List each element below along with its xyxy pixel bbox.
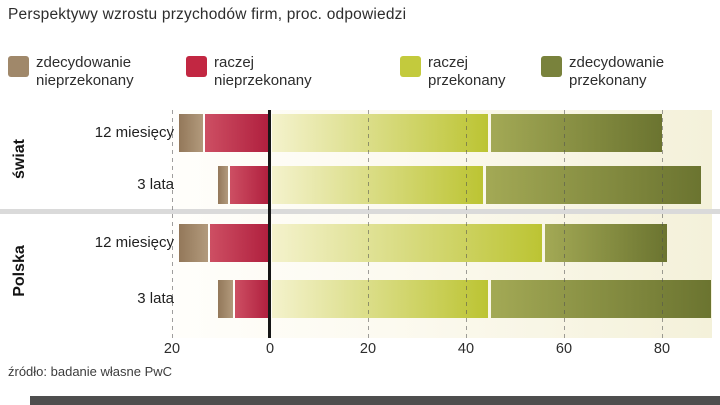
legend-swatch-raczej-nieprzekonany (186, 56, 207, 77)
axis-tick-label: 0 (265, 341, 275, 357)
bar-segment-raczej-przekonany (272, 166, 483, 204)
legend-swatch-zdecydowanie-przekonany (541, 56, 562, 77)
bar-segment-zdecydowanie-przekonany (485, 166, 702, 204)
row-label: 12 miesięcy (94, 234, 174, 251)
legend-label: raczej przekonany (428, 54, 506, 90)
legend-label-line1: zdecydowanie (569, 54, 665, 71)
row-label: 12 miesięcy (94, 124, 174, 141)
bar-segment-zdecydowanie-przekonany (544, 224, 667, 262)
legend-label-line2: nieprzekonany (214, 72, 312, 89)
gridline (367, 110, 369, 338)
gridline (661, 110, 663, 338)
bottom-strip (30, 396, 720, 405)
axis-tick-label: 40 (457, 341, 475, 357)
legend-label-line1: raczej (428, 54, 469, 71)
legend-label-line1: zdecydowanie (36, 54, 132, 71)
bar-segment-raczej-nieprzekonany (205, 114, 269, 152)
bar-segment-raczej-przekonany (272, 224, 542, 262)
legend-label: raczej nieprzekonany (214, 54, 312, 90)
axis-tick-label: 20 (163, 341, 181, 357)
legend-item-raczej-przekonany: raczej przekonany (400, 54, 506, 90)
legend-label-line2: przekonany (428, 72, 506, 89)
bar-segment-zdecydowanie-nieprzekonany (218, 280, 233, 318)
row-label: 3 lata (137, 290, 174, 307)
legend-label: zdecydowanie nieprzekonany (36, 54, 134, 90)
gridline (563, 110, 565, 338)
legend-swatch-raczej-przekonany (400, 56, 421, 77)
bar-segment-zdecydowanie-nieprzekonany (178, 114, 204, 152)
group-label-swiat: świat (11, 139, 28, 180)
gridline (465, 110, 467, 338)
group-separator (0, 209, 720, 214)
bar-segment-raczej-nieprzekonany (234, 280, 269, 318)
group-label-polska: Polska (11, 245, 28, 297)
legend-label-line2: przekonany (569, 72, 647, 89)
bar-segment-zdecydowanie-nieprzekonany (218, 166, 228, 204)
legend-item-raczej-nieprzekonany: raczej nieprzekonany (186, 54, 312, 90)
chart-title: Perspektywy wzrostu przychodów firm, pro… (8, 6, 407, 23)
bar-segment-raczej-nieprzekonany (210, 224, 269, 262)
bar-segment-zdecydowanie-przekonany (490, 280, 712, 318)
legend-label-line2: nieprzekonany (36, 72, 134, 89)
bar-segment-raczej-przekonany (272, 280, 488, 318)
legend-item-zdecydowanie-przekonany: zdecydowanie przekonany (541, 54, 664, 90)
axis-tick-label: 80 (653, 341, 671, 357)
source-note: źródło: badanie własne PwC (8, 364, 173, 379)
legend-label-line1: raczej (214, 54, 255, 71)
bar-segment-zdecydowanie-nieprzekonany (178, 224, 209, 262)
bar-segment-raczej-nieprzekonany (229, 166, 269, 204)
gridline (171, 110, 173, 338)
legend-item-zdecydowanie-nieprzekonany: zdecydowanie nieprzekonany (8, 54, 134, 90)
axis-tick-label: 60 (555, 341, 573, 357)
zero-axis-line (268, 110, 271, 338)
bar-segment-zdecydowanie-przekonany (490, 114, 663, 152)
axis-tick-label: 20 (359, 341, 377, 357)
legend-swatch-zdecydowanie-nieprzekonany (8, 56, 29, 77)
legend-label: zdecydowanie przekonany (569, 54, 664, 90)
row-label: 3 lata (137, 176, 174, 193)
bar-segment-raczej-przekonany (272, 114, 488, 152)
